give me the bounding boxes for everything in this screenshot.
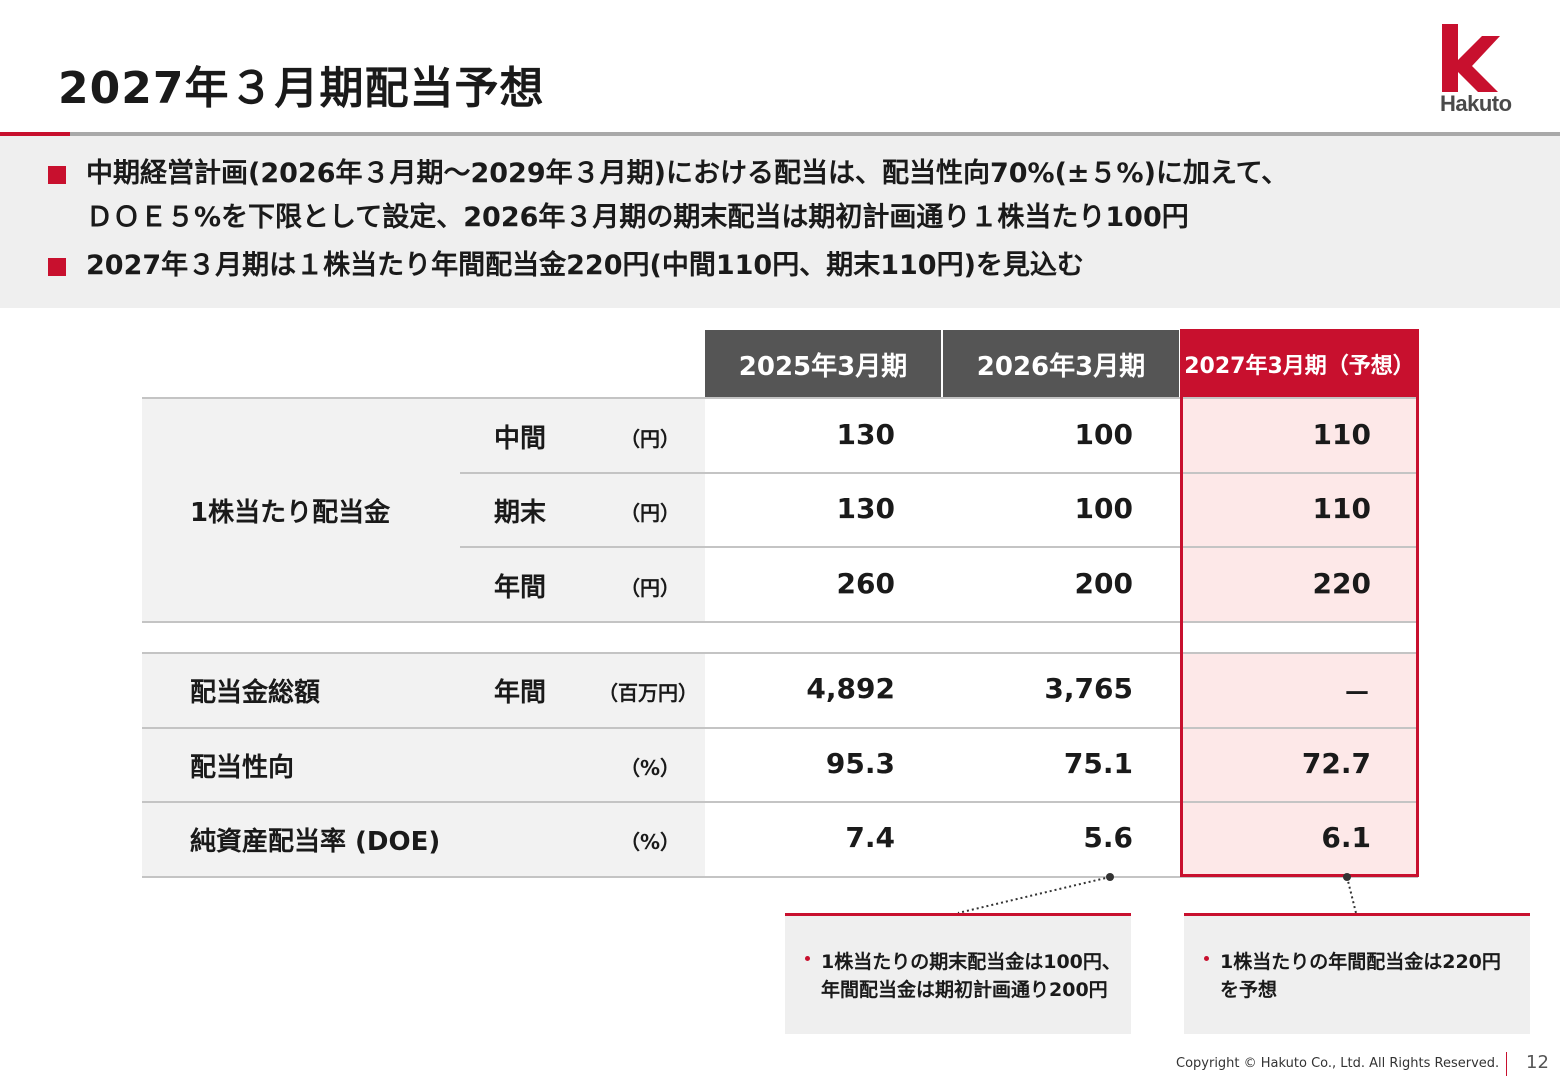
connector-line xyxy=(1346,876,1357,914)
title-divider-accent xyxy=(0,132,70,136)
row-group-label: 1株当たり配当金 xyxy=(190,498,391,528)
row-divider xyxy=(142,652,1418,654)
callout-note-line: 1株当たりの期末配当金は100円、 xyxy=(821,951,1121,973)
row-sub-label: 中間 xyxy=(494,424,547,454)
page-title: 2027年３月期配当予想 xyxy=(58,63,545,114)
cell-value: 3,765 xyxy=(1044,672,1133,705)
bullet-dot-icon xyxy=(805,956,810,961)
row-unit: （円） xyxy=(620,501,680,525)
cell-value-forecast: 220 xyxy=(1312,567,1371,600)
callout-note-line: 年間配当金は期初計画通り200円 xyxy=(821,979,1108,1001)
callout-note-line: を予想 xyxy=(1220,979,1278,1001)
row-label: 配当性向 xyxy=(190,753,295,783)
row-sub-label: 年間 xyxy=(494,573,547,603)
row-label: 純資産配当率 (DOE) xyxy=(190,827,441,857)
row-unit: （%） xyxy=(620,756,681,780)
header-fy2027-forecast: 2027年3月期（予想） xyxy=(1181,330,1418,398)
callout-note-line: 1株当たりの年間配当金は220円 xyxy=(1220,951,1501,973)
label-bg-dps xyxy=(142,398,705,622)
cell-value: 130 xyxy=(836,418,895,451)
connector-line xyxy=(957,876,1111,914)
page-number-divider xyxy=(1506,1052,1507,1076)
cell-value-forecast: 6.1 xyxy=(1321,821,1371,854)
row-divider xyxy=(142,397,1418,399)
cell-value-forecast: 110 xyxy=(1312,492,1371,525)
logo-wordmark: Hakuto xyxy=(1440,91,1512,116)
square-bullet-icon xyxy=(48,258,66,276)
callout-note-fy2027: 1株当たりの年間配当金は220円 を予想 xyxy=(1184,913,1530,1034)
cell-value: 200 xyxy=(1074,567,1133,600)
row-sub-label: 年間 xyxy=(494,678,547,708)
cell-value: 75.1 xyxy=(1063,747,1133,780)
page-number: 12 xyxy=(1526,1052,1549,1073)
cell-value: 100 xyxy=(1074,492,1133,525)
cell-value-forecast: 110 xyxy=(1312,418,1371,451)
row-label: 配当金総額 xyxy=(190,678,321,708)
hakuto-logo-icon xyxy=(1442,24,1500,92)
row-unit: （百万円） xyxy=(598,681,698,705)
callout-note-text: 1株当たりの期末配当金は100円、 年間配当金は期初計画通り200円 xyxy=(821,948,1121,1004)
row-unit: （円） xyxy=(620,576,680,600)
header-fy2026: 2026年3月期 xyxy=(943,330,1179,398)
cell-value: 95.3 xyxy=(825,747,895,780)
cell-value-forecast: 72.7 xyxy=(1301,747,1371,780)
row-unit: （円） xyxy=(620,427,680,451)
bullet-dot-icon xyxy=(1204,956,1209,961)
row-divider xyxy=(142,621,1418,623)
cell-value: 100 xyxy=(1074,418,1133,451)
callout-note-fy2026: 1株当たりの期末配当金は100円、 年間配当金は期初計画通り200円 xyxy=(785,913,1131,1034)
cell-value: 4,892 xyxy=(806,672,895,705)
row-divider xyxy=(142,876,1418,878)
summary-bullet-text: ＤＯＥ５%を下限として設定、2026年３月期の期末配当は期初計画通り１株当たり1… xyxy=(86,202,1189,233)
copyright-text: Copyright © Hakuto Co., Ltd. All Rights … xyxy=(1176,1056,1500,1071)
forecast-bg-dps xyxy=(1181,398,1418,622)
row-divider xyxy=(142,727,1418,729)
label-bg-other xyxy=(142,653,705,877)
callout-note-text: 1株当たりの年間配当金は220円 を予想 xyxy=(1220,948,1501,1004)
row-sub-label: 期末 xyxy=(494,498,547,528)
row-unit: （%） xyxy=(620,830,681,854)
cell-value: 260 xyxy=(836,567,895,600)
cell-value: 7.4 xyxy=(845,821,895,854)
row-divider xyxy=(142,801,1418,803)
summary-bullet-text: 中期経営計画(2026年３月期～2029年３月期)における配当は、配当性向70%… xyxy=(86,158,1289,189)
row-divider xyxy=(460,546,1418,548)
connector-dot xyxy=(1343,873,1351,881)
summary-box: 中期経営計画(2026年３月期～2029年３月期)における配当は、配当性向70%… xyxy=(0,136,1560,308)
cell-value-forecast: － xyxy=(1342,677,1371,710)
forecast-bg-other xyxy=(1181,653,1418,877)
square-bullet-icon xyxy=(48,166,66,184)
header-fy2025: 2025年3月期 xyxy=(705,330,941,398)
cell-value: 130 xyxy=(836,492,895,525)
connector-dot xyxy=(1106,873,1114,881)
row-divider xyxy=(460,472,1418,474)
cell-value: 5.6 xyxy=(1083,821,1133,854)
summary-bullet-text: 2027年３月期は１株当たり年間配当金220円(中間110円、期末110円)を見… xyxy=(86,250,1084,281)
title-divider xyxy=(0,132,1560,136)
